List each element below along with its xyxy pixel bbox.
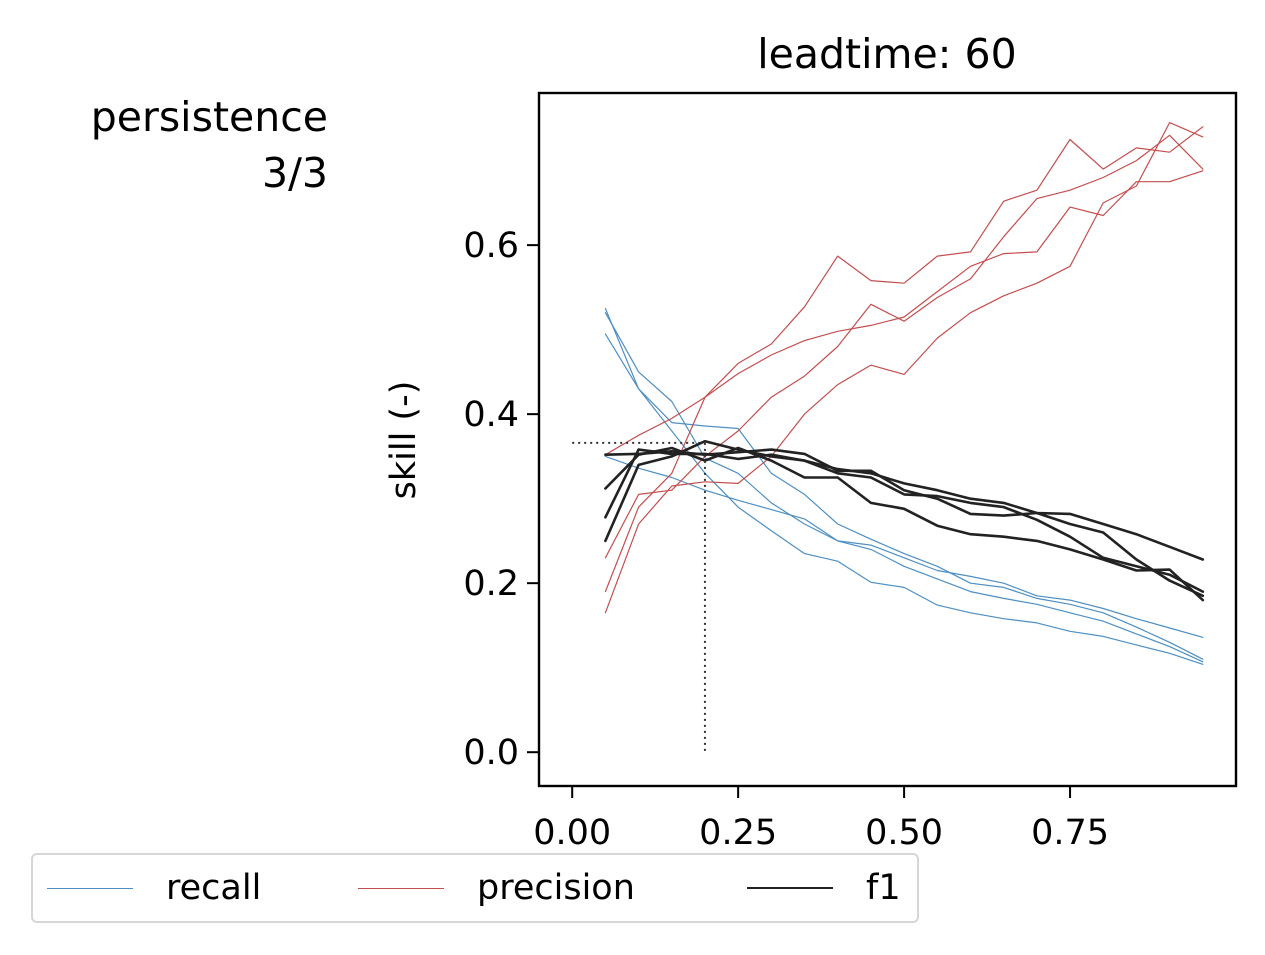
y-tick-label: 0.4 (463, 395, 519, 435)
axis-layer: 0.00 0.25 0.50 0.75 0.0 0.2 0.4 0.6 (463, 226, 1109, 853)
x-tick-label: 0.25 (699, 813, 777, 853)
precision-line-2 (604, 126, 1204, 593)
legend: recall precision f1 (31, 853, 919, 923)
chart-title: leadtime: 60 (757, 30, 1016, 78)
f1-line-1 (604, 439, 1205, 561)
series-recall (604, 307, 1204, 665)
row-sublabel: 3/3 (262, 149, 328, 197)
y-tick-label: 0.0 (463, 733, 519, 773)
legend-label-recall: recall (166, 867, 262, 908)
series-f1 (604, 439, 1205, 602)
x-tick-label: 0.00 (533, 813, 611, 853)
precision-line-4 (604, 170, 1204, 456)
legend-swatch-recall (47, 887, 133, 889)
legend-label-precision: precision (477, 867, 635, 908)
legend-item-recall: recall (47, 855, 261, 921)
y-axis-label: skill (-) (384, 381, 424, 500)
row-label: persistence (90, 93, 328, 141)
f1-line-2 (604, 448, 1205, 593)
legend-item-precision: precision (358, 855, 635, 921)
plot-frame (537, 91, 1238, 788)
recall-line-2 (604, 312, 1204, 663)
recall-line-3 (604, 333, 1204, 660)
x-tick-label: 0.75 (1031, 813, 1109, 853)
y-tick-label: 0.2 (463, 564, 519, 604)
series-layer (604, 121, 1205, 665)
legend-swatch-precision (358, 887, 444, 889)
y-tick-label: 0.6 (463, 226, 519, 266)
precision-line-1 (604, 121, 1204, 614)
f1-line-4 (604, 448, 1205, 598)
legend-swatch-f1 (747, 887, 833, 889)
x-tick-label: 0.50 (865, 813, 943, 853)
legend-label-f1: f1 (866, 867, 901, 908)
f1-line-3 (604, 446, 1205, 602)
legend-item-f1: f1 (747, 855, 901, 921)
marker-layer (572, 441, 706, 753)
recall-line-4 (604, 455, 1204, 638)
